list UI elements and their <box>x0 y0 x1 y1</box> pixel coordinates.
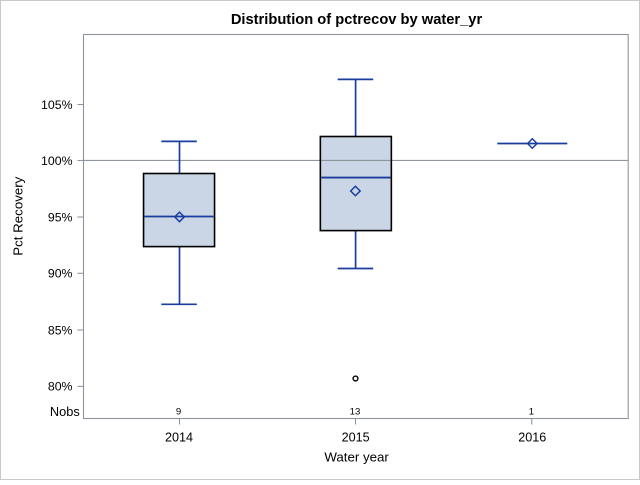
svg-text:Pct Recovery: Pct Recovery <box>11 176 26 255</box>
svg-text:85%: 85% <box>48 323 73 337</box>
svg-text:100%: 100% <box>41 154 73 168</box>
svg-text:9: 9 <box>176 407 181 418</box>
svg-text:2014: 2014 <box>165 430 193 444</box>
svg-text:Nobs: Nobs <box>50 404 80 419</box>
svg-text:13: 13 <box>350 407 361 418</box>
svg-text:2016: 2016 <box>518 430 546 444</box>
svg-text:Distribution of pctrecov by wa: Distribution of pctrecov by water_yr <box>231 12 483 28</box>
svg-text:80%: 80% <box>48 380 73 394</box>
svg-text:Water year: Water year <box>324 449 389 464</box>
svg-text:105%: 105% <box>41 98 73 112</box>
svg-text:95%: 95% <box>48 210 73 224</box>
svg-text:90%: 90% <box>48 267 73 281</box>
svg-text:1: 1 <box>529 407 534 418</box>
svg-text:2015: 2015 <box>342 430 370 444</box>
